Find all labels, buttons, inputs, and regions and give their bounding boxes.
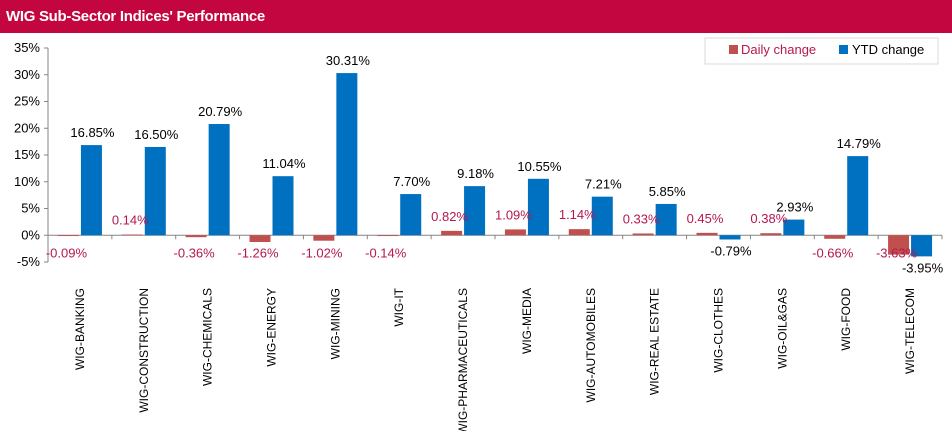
ytd-change-bar <box>655 203 677 236</box>
daily-change-bar <box>632 233 654 236</box>
ytd-change-label: 11.04% <box>262 156 306 171</box>
daily-change-bar <box>441 230 463 236</box>
ytd-change-bar <box>527 178 549 236</box>
y-tick-label: -5% <box>17 254 41 269</box>
y-tick-label: 10% <box>14 174 40 189</box>
legend-label-ytd: YTD change <box>852 42 924 57</box>
ytd-change-bar <box>783 219 805 236</box>
ytd-change-label: 20.79% <box>198 104 243 119</box>
y-tick-label: 0% <box>21 227 40 242</box>
daily-change-bar <box>249 235 271 242</box>
ytd-change-label: 7.21% <box>585 177 622 192</box>
y-tick-label: 20% <box>14 120 40 135</box>
daily-change-label: 1.14% <box>559 207 596 222</box>
daily-change-label: 0.38% <box>750 211 787 226</box>
axes: 35% 30% 25% 20% 15% 10% 5% 0% -5% WIG-BANKING WIG-… <box>14 40 943 431</box>
daily-change-label: 0.45% <box>687 211 724 226</box>
x-tick-label: WIG-AUTOMOBILES <box>584 288 598 402</box>
daily-change-bar <box>760 233 782 236</box>
daily-change-label: 0.14% <box>112 213 149 228</box>
ytd-change-label: 10.55% <box>517 159 562 174</box>
legend-swatch-daily <box>729 45 738 54</box>
daily-change-bar <box>185 235 207 238</box>
daily-change-label: 0.82% <box>431 209 468 224</box>
ytd-change-bar <box>208 124 230 236</box>
ytd-change-label: 9.18% <box>457 166 494 181</box>
y-tick-label: 30% <box>14 67 40 82</box>
legend-box <box>704 37 939 65</box>
daily-change-bar <box>568 229 590 236</box>
ytd-change-bar <box>591 196 613 236</box>
x-tick-label: WIG-CHEMICALS <box>201 288 215 386</box>
ytd-change-bar <box>144 146 166 236</box>
x-tick-label: WIG-CLOTHES <box>712 288 726 373</box>
ytd-change-bar <box>464 186 486 236</box>
ytd-change-label: 5.85% <box>649 184 686 199</box>
daily-change-label: -0.14% <box>365 245 407 260</box>
x-tick-label: WIG-TELECOM <box>903 288 917 374</box>
legend-swatch-ytd <box>839 45 848 54</box>
ytd-change-bar <box>400 194 422 236</box>
daily-change-label: -0.36% <box>174 245 216 260</box>
daily-change-label: -1.26% <box>237 245 279 260</box>
x-tick-label: WIG-FOOD <box>839 288 853 351</box>
daily-change-label: 1.09% <box>495 207 532 222</box>
daily-change-bar <box>888 235 910 255</box>
title-bar: WIG Sub-Sector Indices' Performance <box>0 0 952 33</box>
daily-change-bar <box>696 232 718 236</box>
daily-change-label: 0.33% <box>623 211 660 226</box>
bars <box>57 73 933 257</box>
daily-change-label: -0.66% <box>812 245 854 260</box>
ytd-change-label: 7.70% <box>393 174 430 189</box>
y-tick-label: 15% <box>14 147 40 162</box>
daily-change-label: -1.02% <box>301 245 343 260</box>
ytd-change-label: 2.93% <box>776 200 813 215</box>
y-tick-label: 5% <box>21 201 40 216</box>
data-labels: -0.09% 16.85% 0.14% 16.50% -0.36% 20.79% -1.26… <box>46 53 944 275</box>
y-tick-label: 35% <box>14 40 40 55</box>
x-tick-label: WIG-REAL ESTATE <box>648 288 662 395</box>
x-tick-label: WIG-CONSTRUCTION <box>137 288 151 413</box>
ytd-change-label: 16.50% <box>134 127 179 142</box>
x-tick-label: WIG-MEDIA <box>520 288 534 354</box>
daily-change-bar <box>313 235 335 241</box>
ytd-change-label: -0.79% <box>710 243 752 258</box>
ytd-change-bar <box>911 235 933 257</box>
daily-change-bar <box>824 235 846 239</box>
ytd-change-bar <box>80 145 102 236</box>
legend-label-daily: Daily change <box>741 42 816 57</box>
legend: Daily change YTD change <box>704 37 939 65</box>
x-tick-label: WIG-ENERGY <box>265 288 279 367</box>
chart-title: WIG Sub-Sector Indices' Performance <box>6 8 265 25</box>
ytd-change-label: 30.31% <box>326 53 371 68</box>
daily-change-bar <box>121 234 143 236</box>
ytd-change-label: -3.95% <box>902 260 944 275</box>
ytd-change-bar <box>336 73 358 236</box>
daily-change-bar <box>504 229 526 236</box>
ytd-change-label: 16.85% <box>70 125 115 140</box>
ytd-change-bar <box>719 235 741 240</box>
x-tick-label: WIG-IT <box>392 287 406 326</box>
daily-change-label: -3.63% <box>876 245 918 260</box>
ytd-change-bar <box>272 176 294 236</box>
daily-change-bar <box>57 235 79 237</box>
x-tick-label: WIG-MINING <box>328 288 342 359</box>
daily-change-bar <box>377 235 399 237</box>
ytd-change-bar <box>847 156 869 236</box>
x-tick-label: WIG-BANKING <box>73 288 87 370</box>
x-tick-label: WIG-OIL&GAS <box>775 288 789 369</box>
ytd-change-label: 14.79% <box>837 136 882 151</box>
daily-change-label: -0.09% <box>46 245 88 260</box>
y-tick-label: 25% <box>14 94 40 109</box>
x-tick-label: WIG-PHARMACEUTICALS <box>456 288 470 431</box>
